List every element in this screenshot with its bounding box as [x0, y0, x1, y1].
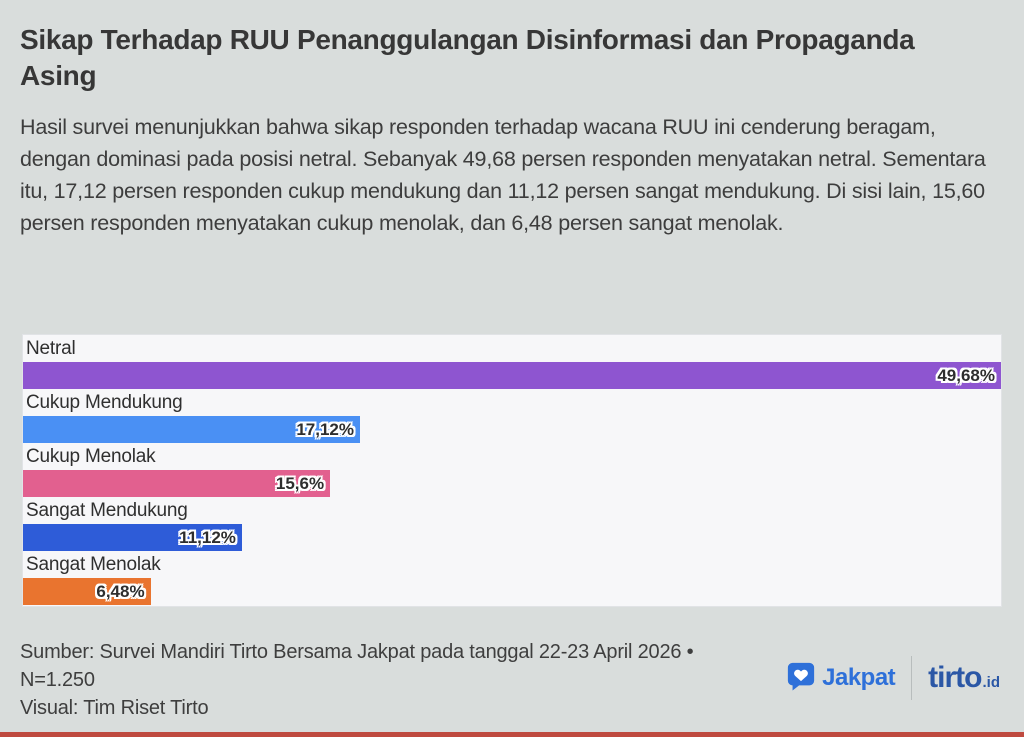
bar: 6,48%: [23, 578, 151, 605]
bar-row: Sangat Mendukung 11,12%: [23, 498, 1001, 552]
bar-category-label: Netral: [26, 338, 76, 359]
bar: 17,12%: [23, 416, 361, 443]
bar: 11,12%: [23, 524, 242, 551]
brand-logos: Jakpat tirto .id: [786, 656, 1000, 700]
bar-row: Sangat Menolak 6,48%: [23, 552, 1001, 606]
bar-value-label: 49,68%: [937, 365, 995, 385]
bar-category-label: Cukup Mendukung: [26, 392, 183, 413]
bar-row: Cukup Menolak 15,6%: [23, 444, 1001, 498]
logo-divider: [911, 656, 913, 700]
bar-track: 49,68%: [23, 362, 1001, 389]
bar-value-label: 6,48%: [96, 581, 145, 601]
bar-track: 6,48%: [23, 578, 1001, 605]
bar-track: 15,6%: [23, 470, 1001, 497]
page-title: Sikap Terhadap RUU Penanggulangan Disinf…: [20, 24, 915, 92]
visual-credit-line: Visual: Tim Riset Tirto: [20, 697, 209, 719]
bar-value-label: 11,12%: [179, 527, 236, 547]
source-line: Sumber: Survei Mandiri Tirto Bersama Jak…: [20, 641, 694, 663]
bar-category-label: Cukup Menolak: [26, 446, 156, 467]
bar-track: 17,12%: [23, 416, 1001, 443]
bar-track: 11,12%: [23, 524, 1001, 551]
tirto-wordmark: tirto: [928, 661, 982, 694]
bar-row: Cukup Mendukung 17,12%: [23, 390, 1001, 444]
sample-size-line: N=1.250: [20, 669, 95, 691]
bar-category-label: Sangat Mendukung: [26, 500, 188, 521]
bar-chart: Netral 49,68% Cukup Mendukung 17,12% Cukup M…: [22, 334, 1002, 607]
jakpat-wordmark: Jakpat: [822, 664, 896, 691]
tirto-logo: tirto .id: [928, 661, 1000, 695]
bar: 15,6%: [23, 470, 331, 497]
bottom-accent-bar: [0, 732, 1024, 737]
tirto-domain-suffix: .id: [982, 674, 1001, 691]
footer-credits: Sumber: Survei Mandiri Tirto Bersama Jak…: [20, 638, 694, 722]
intro-paragraph: Hasil survei menunjukkan bahwa sikap res…: [20, 114, 986, 235]
jakpat-logo: Jakpat: [786, 661, 896, 696]
bar: 49,68%: [23, 362, 1001, 389]
bar-row: Netral 49,68%: [23, 336, 1001, 390]
bar-value-label: 15,6%: [275, 473, 325, 493]
jakpat-bubble-heart-icon: [786, 661, 816, 696]
bar-category-label: Sangat Menolak: [26, 554, 161, 575]
bar-value-label: 17,12%: [296, 419, 355, 439]
